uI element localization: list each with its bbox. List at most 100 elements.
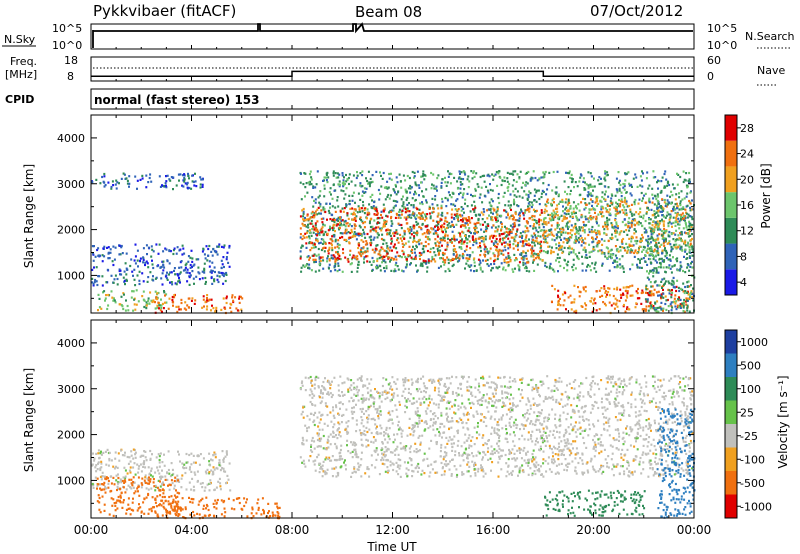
power-cell [511, 226, 514, 229]
power-cell [101, 284, 104, 287]
power-cell [671, 247, 674, 250]
power-cell [503, 179, 506, 183]
power-cell [537, 242, 539, 245]
power-cell [535, 209, 538, 212]
power-cell [626, 307, 628, 310]
power-cell [550, 203, 552, 206]
velocity-cell [151, 475, 154, 478]
power-cell [418, 251, 421, 255]
power-cell [587, 171, 590, 174]
power-cell [308, 235, 310, 238]
power-cell [390, 210, 393, 213]
power-cell [337, 243, 340, 246]
velocity-cell [114, 504, 117, 507]
velocity-cell [159, 476, 161, 479]
power-cell [170, 281, 173, 284]
power-cell [683, 240, 686, 243]
velocity-cell [209, 464, 212, 467]
power-cell [543, 211, 546, 214]
power-cell [652, 294, 655, 297]
power-cell [385, 222, 388, 225]
power-cell [642, 214, 645, 217]
velocity-cell [161, 469, 163, 472]
power-cell [453, 249, 456, 252]
power-cell [688, 180, 691, 183]
power-cell [171, 295, 174, 299]
power-cell [688, 269, 691, 272]
power-cell [684, 216, 687, 220]
power-cell [516, 230, 518, 233]
power-cell [672, 301, 674, 304]
power-cell [665, 205, 668, 208]
velocity-cell [145, 459, 148, 462]
power-cell [464, 202, 466, 205]
power-cell [589, 198, 592, 201]
power-cell [118, 244, 121, 247]
power-cell [656, 300, 659, 303]
power-cell [374, 247, 377, 250]
power-cell [394, 232, 397, 235]
power-cell [372, 260, 375, 263]
power-cell [532, 208, 535, 211]
power-cell [341, 172, 344, 175]
power-cell [464, 267, 466, 270]
power-cell [142, 247, 145, 250]
power-cell [618, 258, 621, 261]
power-cell [652, 269, 655, 272]
power-cell [569, 205, 572, 208]
power-cell [345, 222, 348, 225]
power-cell [497, 253, 500, 256]
power-cell [439, 219, 442, 222]
power-cell [557, 223, 560, 227]
power-cell [483, 248, 486, 251]
power-cell [641, 224, 644, 227]
power-cell [646, 244, 649, 247]
power-cell [431, 203, 434, 206]
power-cell [533, 241, 536, 244]
power-cell [410, 186, 413, 189]
power-cell [522, 258, 525, 261]
power-cell [563, 299, 566, 302]
power-cell [388, 231, 391, 234]
power-cell [561, 219, 564, 222]
power-cell [423, 232, 426, 235]
power-cell [177, 173, 180, 176]
power-cell [630, 212, 633, 215]
power-cell [133, 298, 136, 301]
power-cell [191, 257, 194, 260]
power-cell [162, 260, 165, 263]
power-cell [391, 249, 393, 252]
power-cell [679, 202, 682, 205]
power-cell [211, 282, 214, 285]
power-cell [186, 186, 189, 189]
power-cell [609, 253, 612, 256]
power-cell [641, 199, 644, 202]
power-cell [631, 284, 634, 287]
power-cell [574, 206, 577, 209]
velocity-cell [107, 486, 110, 489]
power-cell [473, 200, 476, 203]
power-cell [329, 218, 332, 221]
power-cell [667, 280, 670, 283]
velocity-cell [196, 480, 199, 483]
power-cell [626, 246, 629, 249]
power-cell [540, 219, 543, 222]
power-cell [679, 261, 682, 264]
power-cell [595, 270, 598, 273]
power-cell [470, 231, 472, 235]
power-cell [552, 268, 555, 271]
power-cell [368, 260, 371, 263]
power-cell [101, 254, 104, 257]
power-cell [388, 172, 391, 176]
power-cell [329, 270, 332, 273]
power-cell [337, 205, 340, 208]
power-cell [324, 230, 327, 234]
power-cell [592, 237, 595, 241]
velocity-cell [189, 466, 191, 469]
power-cell [571, 266, 574, 269]
power-cell [460, 246, 463, 249]
velocity-cell [168, 495, 171, 499]
power-cell [589, 172, 592, 175]
power-cell [605, 246, 608, 249]
power-cell [614, 194, 617, 197]
